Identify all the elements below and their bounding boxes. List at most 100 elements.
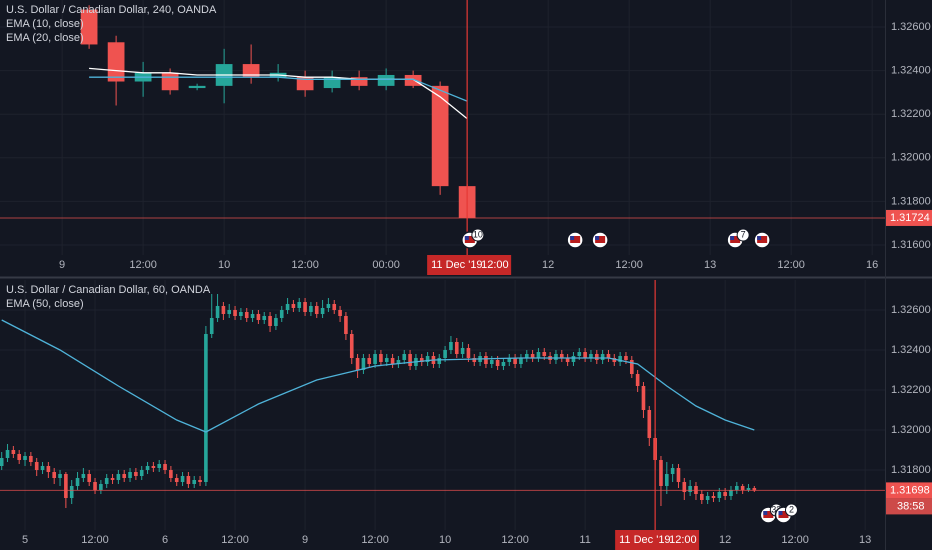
candle-body (735, 486, 739, 490)
x-tick-label: 10 (218, 259, 230, 271)
candle-body (145, 466, 150, 470)
x-tick-label: 12 (719, 534, 731, 546)
candle-body (489, 360, 494, 364)
candle-body (530, 354, 535, 358)
candle-body (99, 484, 103, 490)
x-tick-label: 16 (866, 259, 878, 271)
candle-body (11, 450, 16, 454)
pane (0, 0, 885, 255)
ema-line (89, 76, 468, 102)
countdown-tag (886, 498, 932, 515)
flag-canton (763, 511, 768, 515)
flag-stripes (730, 236, 741, 243)
candle-body (624, 356, 628, 360)
legend-entry: EMA (50, close) (6, 298, 84, 310)
candle-body (647, 410, 652, 438)
candle-body (384, 358, 389, 362)
candle-body (612, 358, 617, 362)
candle-body (40, 466, 45, 470)
candle-body (169, 470, 173, 478)
candle-body (472, 358, 477, 362)
candle-body (81, 474, 86, 478)
x-tick-label: 12:00 (501, 534, 529, 546)
legend-entry: EMA (10, close) (6, 18, 84, 30)
candle-body (711, 496, 716, 498)
candle-body (303, 302, 307, 312)
y-tick-label: 1.32200 (891, 108, 931, 120)
x-tick-label: 12:00 (129, 259, 157, 271)
y-tick-label: 1.32400 (891, 65, 931, 77)
candle-body (180, 476, 185, 482)
x-tick-label: 6 (162, 534, 168, 546)
candle-body (577, 352, 582, 356)
candle-body (507, 358, 512, 362)
candle-body (87, 474, 92, 482)
event-badge (471, 228, 485, 242)
candle-body (69, 486, 74, 498)
y-tick-label: 1.31800 (891, 464, 931, 476)
candle-body (443, 350, 447, 358)
flag-canton (778, 511, 783, 515)
candle-body (705, 496, 710, 500)
candle-body (291, 304, 296, 308)
candle-body (729, 490, 733, 496)
candle-body (659, 460, 663, 486)
candle-body (641, 386, 646, 410)
x-tick-label: 11 (579, 534, 590, 546)
candle-body (466, 348, 471, 358)
event-badge (736, 228, 750, 242)
y-tick-label: 1.32400 (891, 344, 931, 356)
candle-body (404, 74, 422, 86)
candle-body (29, 456, 33, 462)
candle-body (64, 474, 68, 498)
candle-body (437, 358, 442, 364)
flag-stripes (464, 236, 475, 243)
candle-body (323, 77, 341, 89)
candle-body (46, 466, 51, 472)
crosshair-time: 12:00 (481, 259, 509, 271)
candle-body (676, 468, 681, 482)
candle-body (519, 358, 523, 364)
x-tick-label: 13 (859, 534, 871, 546)
candle-body (419, 358, 424, 362)
candle-body (198, 480, 202, 482)
candle-body (699, 494, 704, 500)
candle-body (589, 354, 593, 358)
candle-body (134, 472, 138, 476)
y-tick-label: 1.32000 (891, 424, 931, 436)
candle-body (93, 482, 97, 490)
candle-body (664, 474, 669, 486)
chart-title: U.S. Dollar / Canadian Dollar, 60, OANDA (6, 284, 211, 296)
flag-stripes (595, 236, 606, 243)
pane (0, 280, 885, 530)
candle-body (682, 482, 687, 492)
x-tick-label: 12 (542, 259, 554, 271)
candle-body (239, 312, 243, 316)
candle-body (571, 356, 576, 362)
candle-body (0, 458, 4, 466)
candle-body (320, 308, 325, 314)
crosshair-tag (615, 530, 700, 550)
candle-body (188, 85, 206, 89)
candle-body (670, 468, 675, 474)
candle-body (350, 77, 368, 86)
flag-stripes (570, 236, 581, 243)
candle-body (250, 314, 255, 318)
flag-stripes (757, 236, 768, 243)
candle-body (600, 354, 605, 360)
candle-body (151, 466, 156, 468)
y-tick-label: 1.32600 (891, 304, 931, 316)
candle-body (390, 358, 395, 364)
candle-body (314, 306, 319, 314)
x-tick-label: 00:00 (372, 259, 400, 271)
last-price-tag (886, 209, 932, 226)
candle-body (209, 318, 214, 334)
flag-stripes (778, 511, 789, 518)
candle-body (344, 316, 348, 334)
candle-body (326, 304, 331, 308)
candle-body (244, 312, 249, 318)
candle-body (752, 488, 757, 491)
candle-body (449, 342, 453, 350)
flag-stripes (763, 511, 774, 518)
